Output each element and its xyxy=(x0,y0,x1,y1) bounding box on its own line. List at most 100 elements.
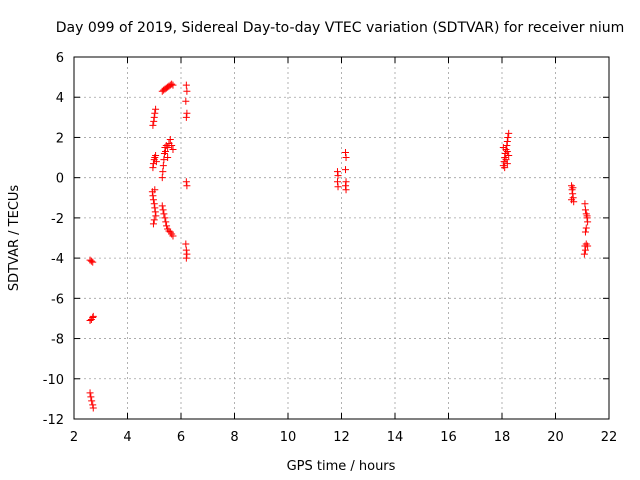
data-point xyxy=(164,154,172,162)
data-point xyxy=(580,250,588,258)
x-tick-label: 4 xyxy=(123,430,131,445)
grid-lines xyxy=(74,57,609,419)
data-point xyxy=(182,81,190,89)
y-tick-label: -6 xyxy=(51,292,64,307)
data-point xyxy=(150,113,158,121)
data-point xyxy=(342,182,350,190)
data-point xyxy=(503,160,511,168)
chart-title: Day 099 of 2019, Sidereal Day-to-day VTE… xyxy=(56,20,625,36)
y-tick-labels: -12 -10 -8 -6 -4 -2 0 2 4 6 xyxy=(43,51,64,428)
y-tick-label: 2 xyxy=(56,131,64,146)
data-point xyxy=(568,196,576,204)
data-points xyxy=(86,80,592,412)
data-point xyxy=(168,141,176,149)
data-point xyxy=(499,144,507,151)
data-point xyxy=(151,208,159,216)
data-point xyxy=(158,174,166,182)
data-point xyxy=(342,166,350,174)
data-point xyxy=(89,401,97,409)
y-tick-label: -8 xyxy=(51,333,64,348)
data-point xyxy=(503,148,511,156)
data-point xyxy=(342,178,350,186)
data-point xyxy=(152,212,160,220)
plot-border xyxy=(73,56,610,420)
x-tick-label: 8 xyxy=(230,430,238,445)
x-tick-label: 16 xyxy=(440,430,457,445)
x-tick-label: 10 xyxy=(280,430,297,445)
data-point xyxy=(164,144,172,151)
data-point xyxy=(182,113,190,121)
data-point xyxy=(183,87,191,95)
data-point xyxy=(503,137,511,145)
data-point xyxy=(569,184,577,192)
data-point xyxy=(88,397,96,405)
data-point xyxy=(151,109,159,117)
data-point xyxy=(87,393,95,401)
y-tick-label: -12 xyxy=(43,413,64,428)
data-point xyxy=(581,206,589,214)
data-point xyxy=(89,404,97,412)
x-tick-label: 14 xyxy=(387,430,404,445)
data-point xyxy=(584,218,592,226)
y-tick-label: -4 xyxy=(51,252,64,267)
data-point xyxy=(342,154,350,162)
x-tick-label: 12 xyxy=(333,430,350,445)
data-point xyxy=(158,202,166,210)
data-point xyxy=(161,148,169,156)
x-tick-label: 22 xyxy=(601,430,618,445)
x-tick-label: 6 xyxy=(177,430,185,445)
data-point xyxy=(182,246,190,254)
data-point xyxy=(183,182,191,190)
data-point xyxy=(163,222,171,230)
y-tick-label: -2 xyxy=(51,212,64,227)
x-tick-labels: 2 4 6 8 10 12 14 16 18 20 22 xyxy=(70,430,617,445)
data-point xyxy=(161,214,169,222)
data-point xyxy=(89,312,97,320)
y-tick-label: 6 xyxy=(56,51,64,66)
data-point xyxy=(334,172,342,180)
data-point xyxy=(183,250,191,258)
data-point xyxy=(169,81,177,89)
data-point xyxy=(569,190,577,198)
data-point xyxy=(149,220,157,228)
data-point xyxy=(182,254,190,262)
data-point xyxy=(151,186,159,194)
data-point xyxy=(149,192,157,200)
data-point xyxy=(159,206,167,214)
data-point xyxy=(151,204,159,212)
data-point xyxy=(168,80,176,88)
data-point xyxy=(182,240,190,248)
data-point xyxy=(581,200,589,208)
data-point xyxy=(502,156,510,164)
data-point xyxy=(149,196,157,204)
data-point xyxy=(169,146,177,154)
data-point xyxy=(150,200,158,208)
data-point xyxy=(162,218,170,226)
data-point xyxy=(581,246,589,254)
data-point xyxy=(149,121,157,129)
y-tick-label: -10 xyxy=(43,373,64,388)
data-point xyxy=(169,232,177,240)
x-axis-label: GPS time / hours xyxy=(287,459,396,474)
data-point xyxy=(150,117,158,125)
data-point xyxy=(150,216,158,224)
data-point xyxy=(87,257,95,265)
data-point xyxy=(583,212,591,220)
x-tick-label: 20 xyxy=(547,430,564,445)
data-point xyxy=(504,133,512,141)
y-tick-label: 0 xyxy=(56,172,64,187)
data-point xyxy=(152,152,160,160)
data-point xyxy=(342,186,350,194)
data-point xyxy=(582,224,590,232)
data-point xyxy=(501,164,509,172)
data-point xyxy=(584,242,592,250)
x-tick-label: 18 xyxy=(494,430,511,445)
data-point xyxy=(333,178,341,186)
data-point xyxy=(182,178,190,186)
data-point xyxy=(505,152,513,160)
data-point xyxy=(160,210,168,218)
y-tick-label: 4 xyxy=(56,91,64,106)
data-point xyxy=(159,162,167,170)
